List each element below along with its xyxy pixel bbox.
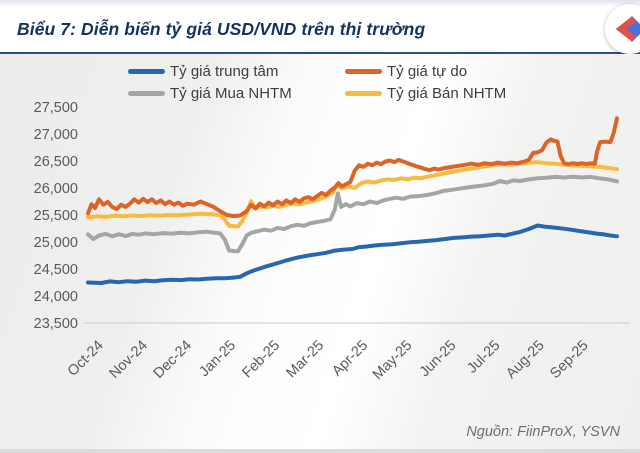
chart-canvas: 27,500 27,000 26,500 26,000 25,500 25,000 24,5… — [34, 100, 630, 384]
chart-legend: Tỷ giá trung tâm Tỷ giá tự do Tỷ giá Mua… — [128, 61, 506, 104]
bottom-strip — [0, 449, 640, 453]
diamond-arrow-icon — [615, 16, 640, 42]
svg-text:Feb-25: Feb-25 — [239, 338, 283, 382]
svg-text:27,000: 27,000 — [34, 127, 78, 143]
svg-text:Oct-24: Oct-24 — [65, 338, 107, 380]
svg-text:Apr-25: Apr-25 — [329, 338, 371, 380]
top-strip — [0, 0, 640, 7]
legend-label: Tỷ giá trung tâm — [170, 63, 279, 80]
legend-item-trung-tam: Tỷ giá trung tâm — [128, 61, 345, 82]
svg-text:25,000: 25,000 — [34, 235, 78, 251]
svg-text:27,500: 27,500 — [34, 100, 78, 116]
svg-text:Aug-25: Aug-25 — [503, 338, 547, 382]
svg-text:Jun-25: Jun-25 — [417, 338, 460, 381]
svg-text:26,500: 26,500 — [34, 154, 78, 170]
legend-swatch-yellow — [345, 91, 382, 96]
legend-label: Tỷ giá tự do — [387, 63, 468, 80]
legend-swatch-orange — [345, 69, 382, 74]
svg-text:25,500: 25,500 — [34, 208, 78, 224]
svg-text:Jan-25: Jan-25 — [196, 338, 239, 381]
title-divider — [0, 52, 640, 54]
legend-swatch-blue — [128, 69, 165, 74]
page-title: Biểu 7: Diễn biến tỷ giá USD/VND trên th… — [17, 19, 426, 39]
svg-text:Jul-25: Jul-25 — [464, 338, 503, 377]
svg-text:May-25: May-25 — [370, 338, 416, 384]
svg-text:24,000: 24,000 — [34, 289, 78, 305]
legend-item-tu-do: Tỷ giá tự do — [345, 61, 506, 82]
legend-label: Tỷ giá Mua NHTM — [170, 85, 292, 102]
legend-item-ban-nhtm: Tỷ giá Bán NHTM — [345, 83, 506, 104]
legend-item-mua-nhtm: Tỷ giá Mua NHTM — [128, 83, 345, 104]
svg-text:Dec-24: Dec-24 — [151, 338, 195, 382]
svg-text:Nov-24: Nov-24 — [107, 338, 151, 382]
source-note: Nguồn: FiinProX, YSVN — [466, 424, 620, 440]
svg-text:Mar-25: Mar-25 — [283, 338, 327, 382]
svg-text:24,500: 24,500 — [34, 262, 78, 278]
floating-action-button[interactable] — [605, 4, 640, 54]
svg-text:23,500: 23,500 — [34, 316, 78, 332]
legend-label: Tỷ giá Bán NHTM — [387, 85, 507, 102]
svg-text:Sep-25: Sep-25 — [547, 338, 591, 382]
svg-text:26,000: 26,000 — [34, 181, 78, 197]
legend-swatch-gray — [128, 91, 165, 96]
exchange-rate-chart: 27,500 27,000 26,500 26,000 25,500 25,000 24,5… — [0, 54, 640, 453]
